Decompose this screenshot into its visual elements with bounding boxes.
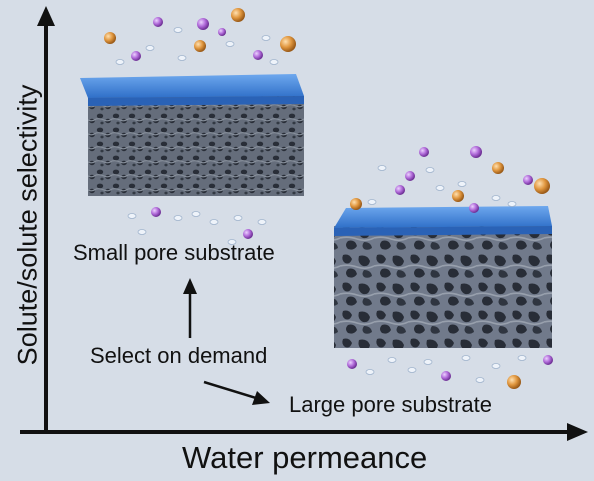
- water-molecules-small-feed: [115, 27, 279, 65]
- arrows: [183, 278, 270, 405]
- water-molecule: [457, 181, 467, 187]
- water-molecule: [491, 363, 501, 369]
- water-molecule: [173, 215, 183, 221]
- arrow-up-head: [183, 278, 197, 294]
- small-membrane-top: [80, 74, 304, 98]
- permeate-large: [347, 355, 553, 389]
- large-membrane-face: [334, 226, 552, 236]
- small-pore-membrane: [80, 74, 304, 196]
- select-on-demand-label: Select on demand: [90, 343, 268, 368]
- water-molecule: [461, 355, 471, 361]
- purple-solute: [419, 147, 429, 157]
- water-molecule: [367, 199, 377, 205]
- purple-solute: [218, 28, 226, 36]
- water-molecule: [177, 55, 187, 61]
- purple-solute: [243, 229, 253, 239]
- permeate-small: [127, 207, 267, 245]
- large-substrate-shade: [334, 226, 552, 348]
- water-molecule: [127, 213, 137, 219]
- water-molecule: [209, 219, 219, 225]
- water-molecule: [257, 219, 267, 225]
- water-molecule: [365, 369, 375, 375]
- solutes-large-feed: [350, 146, 550, 213]
- water-molecule: [261, 35, 271, 41]
- water-molecule: [227, 239, 237, 245]
- water-molecule: [173, 27, 183, 33]
- purple-solute: [395, 185, 405, 195]
- large-membrane-top: [334, 206, 552, 228]
- water-molecule: [137, 229, 147, 235]
- water-molecule: [387, 357, 397, 363]
- small-membrane-face: [88, 96, 304, 106]
- purple-solute: [253, 50, 263, 60]
- water-molecule: [407, 367, 417, 373]
- large-pore-membrane: [334, 206, 552, 348]
- purple-solute: [523, 175, 533, 185]
- arrow-diag-line: [203, 380, 257, 400]
- x-axis-label: Water permeance: [182, 440, 428, 475]
- orange-solute: [280, 36, 296, 52]
- orange-solute: [507, 375, 521, 389]
- purple-solute: [469, 203, 479, 213]
- orange-solute: [231, 8, 245, 22]
- large-pore-label: Large pore substrate: [289, 392, 493, 417]
- small-substrate-side: [88, 96, 304, 196]
- solutes-small-feed: [104, 8, 296, 61]
- purple-solute: [153, 17, 163, 27]
- water-molecule: [233, 215, 243, 221]
- orange-solute: [534, 178, 550, 194]
- purple-solute: [347, 359, 357, 369]
- y-axis-arrowhead: [37, 6, 55, 26]
- axes: [20, 6, 588, 441]
- purple-solute: [441, 371, 451, 381]
- orange-solute: [104, 32, 116, 44]
- purple-solute: [131, 51, 141, 61]
- purple-solute: [470, 146, 482, 158]
- water-molecule: [517, 355, 527, 361]
- purple-solute: [151, 207, 161, 217]
- water-molecule: [425, 167, 435, 173]
- water-molecule: [191, 211, 201, 217]
- purple-solute: [197, 18, 209, 30]
- orange-solute: [350, 198, 362, 210]
- y-axis-label: Solute/solute selectivity: [12, 84, 43, 366]
- water-molecule: [225, 41, 235, 47]
- purple-solute: [405, 171, 415, 181]
- purple-solute: [543, 355, 553, 365]
- large-substrate-side: [334, 226, 552, 348]
- small-substrate-shade: [88, 96, 304, 196]
- water-molecule: [115, 59, 125, 65]
- water-molecule: [377, 165, 387, 171]
- water-molecule: [145, 45, 155, 51]
- water-molecules-large-feed: [367, 165, 517, 207]
- x-axis-arrowhead: [567, 423, 588, 441]
- water-molecule: [435, 185, 445, 191]
- small-pore-label: Small pore substrate: [73, 240, 275, 265]
- arrow-diag-head: [252, 391, 270, 405]
- orange-solute: [194, 40, 206, 52]
- water-molecule: [507, 201, 517, 207]
- water-molecule: [269, 59, 279, 65]
- water-molecule: [423, 359, 433, 365]
- orange-solute: [492, 162, 504, 174]
- water-molecule: [475, 377, 485, 383]
- water-molecule: [491, 195, 501, 201]
- orange-solute: [452, 190, 464, 202]
